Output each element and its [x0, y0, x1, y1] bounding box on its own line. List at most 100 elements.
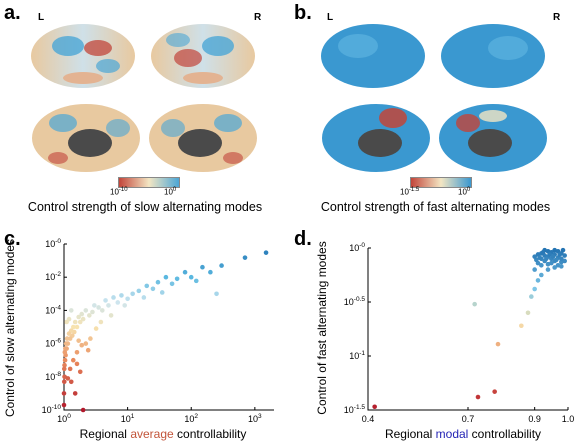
scatter-point: [182, 269, 188, 275]
scatter-point: [495, 341, 501, 347]
scatter-point: [559, 256, 564, 262]
scatter-point: [108, 313, 114, 318]
y-tick-label: 10-1.5: [344, 404, 366, 415]
scatter-point: [532, 254, 537, 259]
scatter-point: [492, 389, 497, 394]
scatter-point: [545, 267, 551, 272]
scatter-point: [122, 303, 128, 308]
scatter-point: [64, 336, 70, 341]
chart-d-marks: 0.4 0.7 0.9 1.0 10-0 10-0.5 10-1 10-1.5: [344, 242, 574, 424]
scatter-point: [61, 402, 67, 408]
x-tick-label: 1.0: [562, 414, 575, 424]
y-tick-label: 10-4: [45, 304, 61, 315]
scatter-point: [529, 294, 534, 299]
scatter-point: [214, 291, 219, 297]
scatter-point: [540, 250, 546, 255]
scatter-point: [76, 338, 81, 343]
y-tick-label: 10-6: [45, 338, 61, 349]
panel-b-brain-renders: [321, 24, 547, 172]
brain-medial-left: [322, 104, 430, 172]
brain-medial-right: [439, 104, 547, 172]
scatter-point: [532, 267, 537, 272]
y-tick-label: 10-10: [42, 404, 62, 415]
scatter-point: [88, 336, 93, 341]
scatter-point: [98, 319, 104, 325]
scatter-point: [475, 394, 481, 400]
panel-b-colorbar-high: 100: [458, 187, 471, 197]
scatter-point: [125, 296, 130, 302]
scatter-point: [77, 319, 83, 325]
panel-b-label: b.: [294, 2, 312, 24]
scatter-point: [64, 319, 69, 325]
scatter-point: [62, 357, 68, 363]
panel-a-left-label: L: [38, 12, 45, 23]
scatter-point: [80, 316, 86, 322]
scatter-point: [63, 341, 69, 346]
scatter-point: [193, 278, 199, 284]
scatter-point: [537, 255, 542, 261]
panel-a-label: a.: [4, 2, 21, 24]
scatter-point: [61, 366, 67, 372]
y-tick-label: 10-2: [45, 271, 61, 282]
scatter-point: [93, 326, 99, 331]
scatter-point: [66, 331, 72, 336]
scatter-point: [155, 279, 161, 285]
scatter-point: [532, 286, 537, 292]
scatter-point: [559, 264, 564, 269]
scatter-point: [61, 391, 67, 396]
brain-lateral-right: [441, 24, 545, 88]
scatter-point: [549, 260, 554, 266]
scatter-point: [67, 366, 73, 372]
scatter-point: [539, 272, 544, 278]
scatter-point: [539, 262, 544, 268]
scatter-point: [65, 376, 71, 381]
panel-b-right-label: R: [553, 12, 561, 23]
scatter-point: [70, 324, 76, 330]
scatter-point: [188, 274, 194, 280]
x-tick-label: 0.7: [462, 414, 475, 424]
scatter-point: [96, 305, 101, 310]
chart-c-xlabel: Regional average controllability: [80, 427, 247, 441]
scatter-point: [74, 349, 80, 355]
chart-d-ylabel: Control of fast alternating modes: [315, 241, 329, 414]
scatter-point: [103, 298, 108, 303]
x-tick-label: 0.4: [362, 414, 375, 424]
scatter-point: [550, 254, 556, 259]
chart-c-ylabel: Control of slow alternating modes: [3, 239, 17, 417]
scatter-point: [136, 288, 142, 294]
panel-a-colorbar: [118, 177, 180, 188]
y-tick-label: 10-0: [45, 238, 61, 249]
scatter-point: [159, 290, 165, 295]
scatter-point: [372, 404, 377, 410]
brain-medial-left: [32, 104, 140, 172]
scatter-point: [85, 347, 91, 353]
scatter-point: [90, 309, 95, 315]
scatter-point: [74, 324, 80, 330]
scatter-point: [77, 369, 83, 375]
panel-a-colorbar-high: 100: [164, 187, 177, 197]
scatter-point: [208, 269, 213, 275]
scatter-point: [100, 308, 105, 313]
scatter-point: [83, 308, 89, 313]
x-tick-label: 100: [57, 413, 71, 424]
brain-medial-right: [149, 104, 257, 172]
scatter-point: [544, 256, 549, 262]
scatter-point: [111, 295, 116, 300]
scatter-point: [72, 319, 78, 325]
panel-a-colorbar-low: 10-10: [110, 187, 128, 197]
scatter-point: [557, 252, 562, 257]
scatter-point: [61, 379, 67, 385]
scatter-point: [200, 264, 205, 270]
chart-c-marks: 100 101 102 103 10-0 10-2 10-4 10-6 10-8 10-10: [42, 238, 274, 424]
scatter-point: [174, 276, 180, 282]
panel-c-label: c.: [4, 228, 21, 250]
scatter-point: [525, 310, 531, 316]
y-tick-label: 10-0: [349, 242, 365, 253]
x-tick-label: 101: [121, 413, 135, 424]
scatter-point: [74, 361, 80, 367]
scatter-point: [68, 308, 74, 313]
scatter-point: [242, 255, 248, 260]
scatter-point: [219, 263, 224, 268]
axis-lines: [367, 248, 568, 411]
scatter-point: [130, 291, 135, 297]
